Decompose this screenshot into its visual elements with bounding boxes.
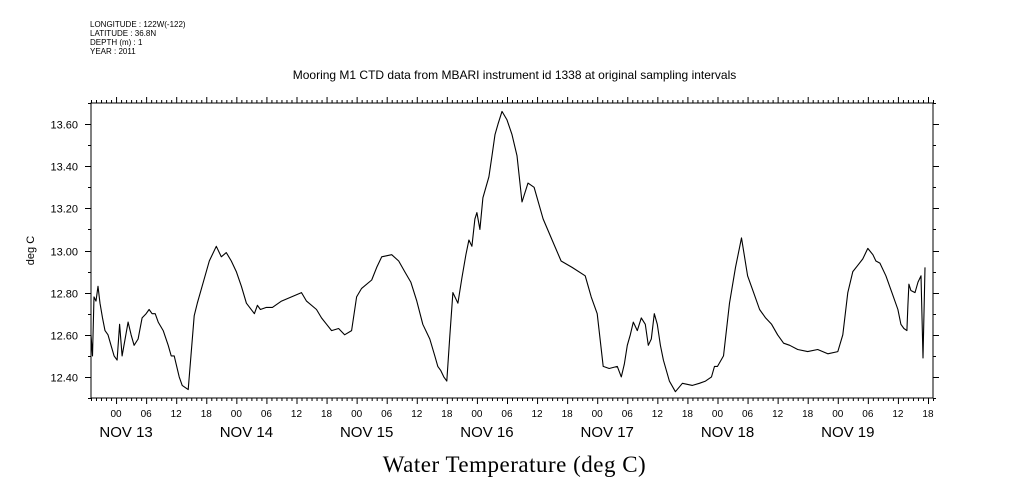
meta-latitude: LATITUDE : 36.8N (90, 29, 157, 38)
meta-depth: DEPTH (m) : 1 (90, 38, 143, 47)
x-hour-label: 00 (592, 409, 604, 420)
meta-longitude: LONGITUDE : 122W(-122) (90, 20, 186, 29)
x-hour-label: 06 (622, 409, 634, 420)
x-hour-label: 06 (742, 409, 754, 420)
x-day-label: NOV 13 (99, 424, 152, 441)
y-tick-label: 13.60 (50, 120, 78, 132)
x-hour-label: 18 (441, 409, 453, 420)
y-tick-label: 13.00 (50, 247, 78, 259)
x-day-label: NOV 15 (340, 424, 393, 441)
x-hour-label: 06 (501, 409, 513, 420)
x-hour-label: 18 (562, 409, 574, 420)
x-day-label: NOV 18 (701, 424, 754, 441)
x-axis-title: Water Temperature (deg C) (382, 452, 647, 477)
y-tick-label: 12.60 (50, 331, 78, 343)
x-hour-label: 06 (141, 409, 153, 420)
x-hour-label: 12 (772, 409, 784, 420)
x-day-label: NOV 14 (220, 424, 273, 441)
x-hour-label: 18 (321, 409, 333, 420)
x-hour-label: 18 (682, 409, 694, 420)
x-hour-label: 12 (652, 409, 664, 420)
plot-frame (90, 102, 934, 399)
x-day-label: NOV 17 (581, 424, 634, 441)
x-day-label: NOV 19 (821, 424, 874, 441)
metadata-block: LONGITUDE : 122W(-122) LATITUDE : 36.8N … (90, 20, 186, 56)
x-hour-label: 06 (862, 409, 874, 420)
meta-year: YEAR : 2011 (90, 47, 136, 56)
y-tick-label: 12.40 (50, 373, 78, 385)
x-day-label: NOV 16 (460, 424, 513, 441)
temperature-series-line (90, 110, 926, 393)
x-hour-label: 12 (171, 409, 183, 420)
x-hour-label: 12 (892, 409, 904, 420)
x-hour-label: 00 (231, 409, 243, 420)
y-axis-label: deg C (25, 236, 37, 265)
x-hour-label: 12 (531, 409, 543, 420)
y-tick-label: 13.20 (50, 204, 78, 216)
x-hour-label: 18 (802, 409, 814, 420)
x-hour-label: 06 (261, 409, 273, 420)
x-hour-label: 00 (471, 409, 483, 420)
x-hour-label: 00 (351, 409, 363, 420)
x-hour-label: 18 (922, 409, 934, 420)
chart-title: Mooring M1 CTD data from MBARI instrumen… (292, 68, 737, 82)
x-hour-label: 12 (411, 409, 423, 420)
x-hour-label: 12 (291, 409, 303, 420)
x-hour-label: 00 (832, 409, 844, 420)
x-hour-label: 06 (381, 409, 393, 420)
x-hour-label: 00 (712, 409, 724, 420)
x-hour-label: 18 (201, 409, 213, 420)
x-hour-label: 00 (110, 409, 122, 420)
y-tick-label: 13.40 (50, 162, 78, 174)
y-tick-label: 12.80 (50, 289, 78, 301)
